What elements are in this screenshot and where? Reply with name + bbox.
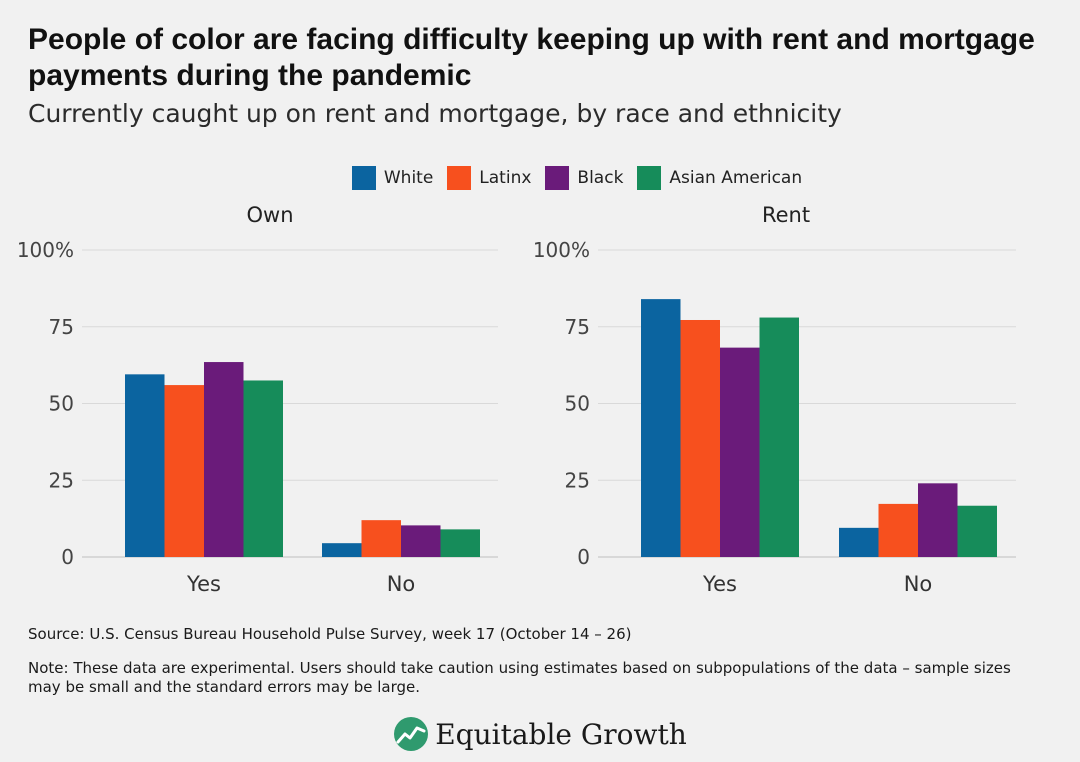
bar-rent-yes-white xyxy=(641,299,681,557)
legend-swatch-white xyxy=(351,166,376,190)
legend-swatch-asian-american xyxy=(637,166,662,190)
data-note: Note: These data are experimental. Users… xyxy=(28,659,1011,696)
y-tick-label-own-25: 25 xyxy=(49,468,74,492)
y-tick-label-own-75: 75 xyxy=(49,315,74,339)
legend-swatch-latinx xyxy=(447,166,472,190)
legend-label-latinx: Latinx xyxy=(479,168,532,188)
legend-item-latinx: Latinx xyxy=(447,166,531,190)
x-tick-label-rent-yes: Yes xyxy=(702,572,737,596)
bar-rent-no-asian-american xyxy=(957,505,997,557)
x-tick-label-own-no: No xyxy=(387,572,416,596)
legend-swatch-black xyxy=(545,166,570,190)
bar-rent-yes-latinx xyxy=(680,319,720,557)
bar-own-yes-black xyxy=(204,362,244,557)
chart-area: Own 0 25 50 75 100% Yes No Rent 0 25 50 75 100% Yes No xyxy=(17,203,1016,596)
bar-own-no-latinx xyxy=(361,520,401,557)
bar-rent-no-latinx xyxy=(878,503,918,557)
y-tick-label-own-0: 0 xyxy=(61,545,74,569)
legend-label-black: Black xyxy=(577,168,624,188)
y-tick-label-rent-75: 75 xyxy=(565,315,590,339)
legend-label-white: White xyxy=(383,168,434,188)
legend-label-asian-american: Asian American xyxy=(669,168,803,188)
legend-item-asian-american: Asian American xyxy=(637,166,802,190)
y-tick-label-own-100: 100% xyxy=(17,238,74,262)
y-tick-label-own-50: 50 xyxy=(49,392,74,416)
x-tick-label-rent-no: No xyxy=(904,572,933,596)
y-tick-label-rent-25: 25 xyxy=(565,468,590,492)
bar-own-yes-asian-american xyxy=(243,380,283,557)
bar-rent-no-white xyxy=(839,527,879,557)
bar-rent-yes-asian-american xyxy=(759,317,799,557)
panel-title-rent: Rent xyxy=(762,203,810,227)
x-tick-label-own-yes: Yes xyxy=(186,572,221,596)
source-note: Source: U.S. Census Bureau Household Pul… xyxy=(28,625,632,643)
chart-subtitle: Currently caught up on rent and mortgage… xyxy=(28,99,842,128)
bar-own-yes-latinx xyxy=(164,385,204,557)
bar-own-no-black xyxy=(401,525,441,557)
panel-title-own: Own xyxy=(246,203,293,227)
y-tick-label-rent-50: 50 xyxy=(565,392,590,416)
legend-item-black: Black xyxy=(545,166,623,190)
bar-rent-no-black xyxy=(918,483,958,557)
y-tick-label-rent-100: 100% xyxy=(533,238,590,262)
bar-own-yes-white xyxy=(125,374,165,557)
logo-text: Equitable Growth xyxy=(435,717,687,751)
bar-own-no-asian-american xyxy=(440,529,480,557)
chart-title: People of color are facing difficulty ke… xyxy=(28,23,1035,92)
growth-chart-icon xyxy=(394,717,429,751)
legend: White Latinx Black Asian American xyxy=(0,166,1080,190)
legend-item-white: White xyxy=(351,166,434,190)
bar-rent-yes-black xyxy=(720,347,760,557)
bar-own-no-white xyxy=(322,543,362,557)
logo: Equitable Growth xyxy=(0,716,1080,752)
y-tick-label-rent-0: 0 xyxy=(577,545,590,569)
